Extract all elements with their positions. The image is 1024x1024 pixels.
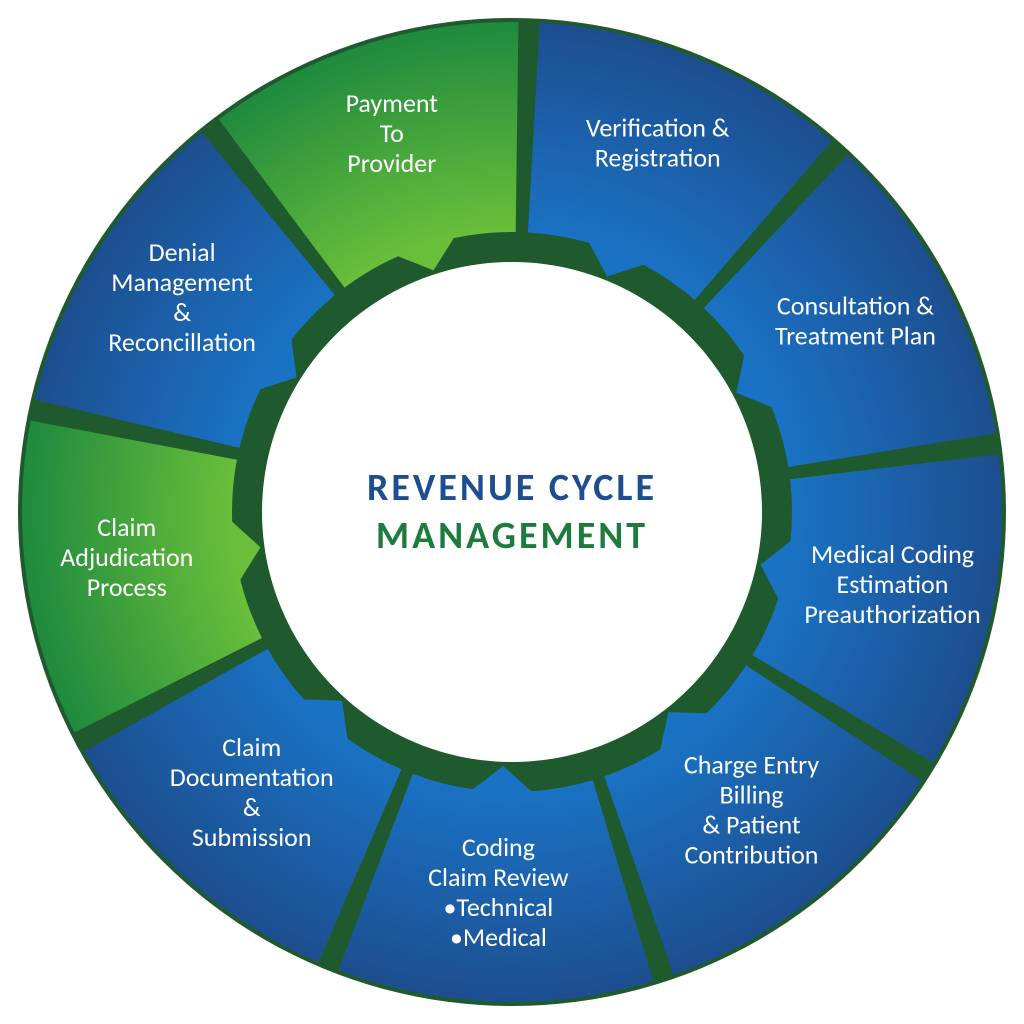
segment-label-claim-doc-line2: & bbox=[243, 791, 261, 823]
segment-label-charge-entry-line3: Contribution bbox=[685, 839, 819, 871]
segment-label-charge-entry-line2: & Patient bbox=[702, 809, 801, 841]
segment-label-payment-provider-line2: Provider bbox=[347, 147, 436, 179]
segment-label-verification-line1: Registration bbox=[595, 141, 721, 173]
segment-label-charge-entry: Charge EntryBilling& PatientContribution bbox=[684, 749, 820, 871]
segment-label-coding-review-line3: •Medical bbox=[450, 921, 547, 953]
segment-label-consultation-line1: Treatment Plan bbox=[775, 319, 936, 351]
segment-label-claim-adjudication-line1: Adjudication bbox=[60, 541, 193, 573]
segment-label-coding-review-line0: Coding bbox=[462, 831, 535, 863]
segment-label-consultation: Consultation &Treatment Plan bbox=[775, 289, 936, 351]
segment-label-claim-adjudication-line2: Process bbox=[87, 571, 167, 603]
segment-label-coding-review-line2: •Technical bbox=[444, 891, 554, 923]
revenue-cycle-diagram: Verification &Registration Consultation &… bbox=[0, 0, 1024, 1024]
segment-label-claim-adjudication-line0: Claim bbox=[97, 511, 156, 543]
segment-label-medical-coding-line0: Medical Coding bbox=[811, 538, 974, 570]
segment-label-verification: Verification &Registration bbox=[586, 111, 730, 173]
segment-label-coding-review-line1: Claim Review bbox=[428, 861, 569, 893]
segment-label-claim-doc-line0: Claim bbox=[222, 731, 281, 763]
segment-label-medical-coding-line1: Estimation bbox=[837, 568, 949, 600]
segment-label-charge-entry-line0: Charge Entry bbox=[684, 749, 820, 781]
segment-label-denial-mgmt-line2: & bbox=[173, 296, 191, 328]
segment-label-payment-provider-line1: To bbox=[380, 117, 404, 149]
segment-label-claim-doc-line3: Submission bbox=[192, 821, 312, 853]
center-title-line2: MANAGEMENT bbox=[376, 513, 648, 559]
segment-label-denial-mgmt-line1: Management bbox=[111, 266, 253, 298]
center-title-line1: REVENUE CYCLE bbox=[367, 465, 657, 511]
segment-label-charge-entry-line1: Billing bbox=[720, 779, 784, 811]
segment-label-payment-provider-line0: Payment bbox=[346, 87, 439, 119]
segment-label-consultation-line0: Consultation & bbox=[777, 289, 934, 321]
segment-label-verification-line0: Verification & bbox=[586, 111, 730, 143]
segment-label-denial-mgmt-line3: Reconcillation bbox=[108, 326, 256, 358]
segment-label-denial-mgmt-line0: Denial bbox=[149, 236, 216, 268]
segment-label-medical-coding-line2: Preauthorization bbox=[804, 598, 980, 630]
segment-label-claim-doc-line1: Documentation bbox=[170, 761, 334, 793]
